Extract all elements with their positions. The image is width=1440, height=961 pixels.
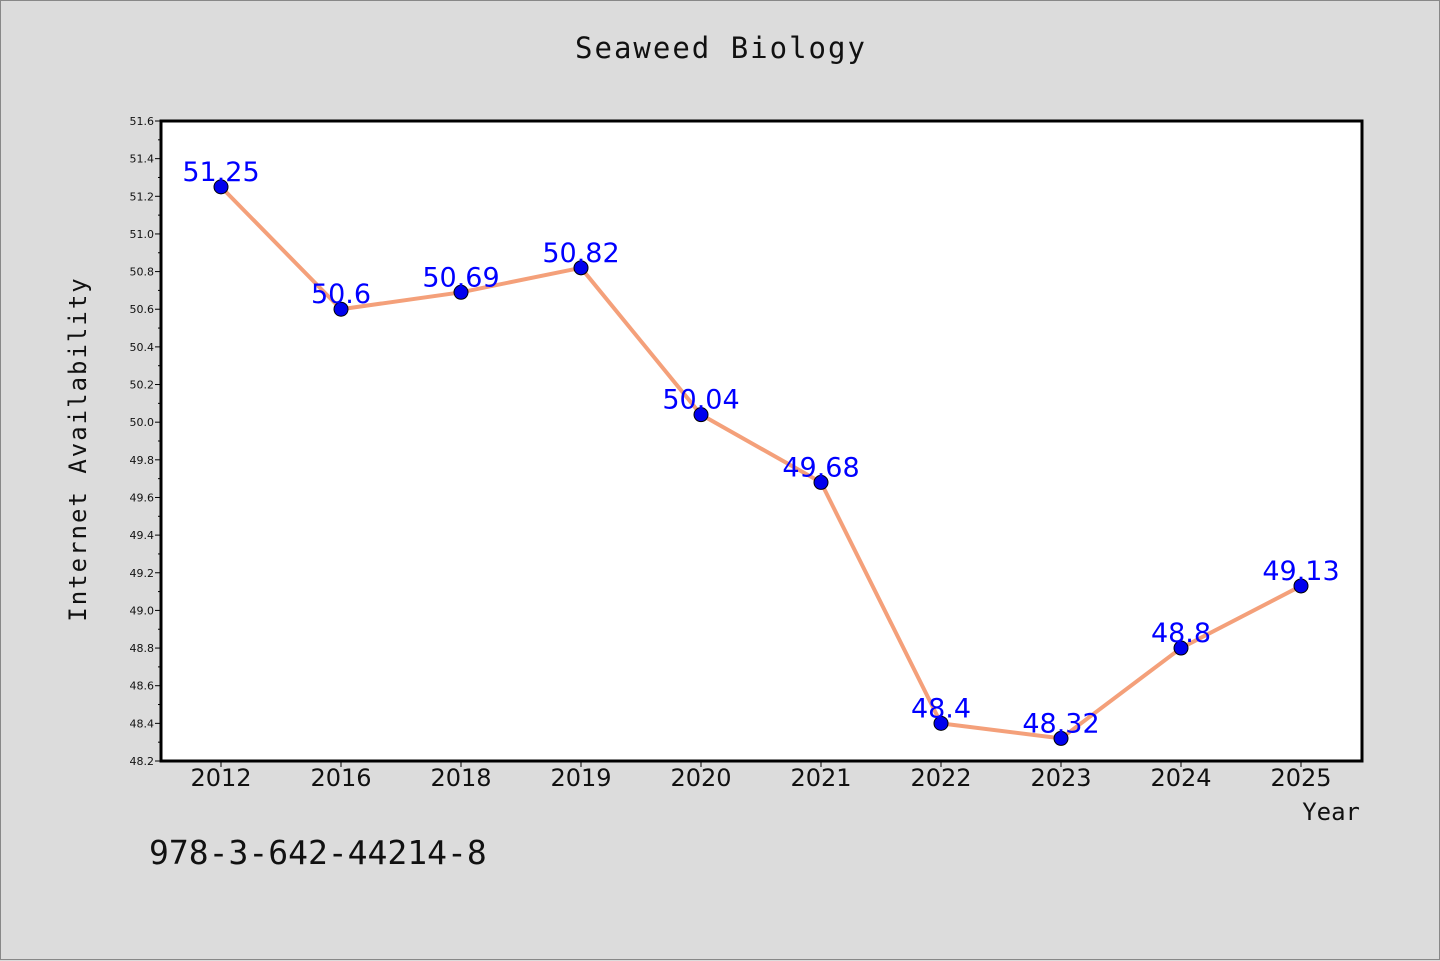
y-tick-label: 50.0 [130,416,155,429]
data-label: 48.8 [1151,618,1211,649]
x-axis: 2012 2016 2018 2019 2020 2021 2022 2023 2024 2025 [190,761,1332,792]
y-tick-label: 48.8 [130,642,155,655]
x-tick-label: 2021 [790,764,851,792]
x-tick-label: 2024 [1150,764,1211,792]
x-tick-label: 2016 [310,764,371,792]
y-tick-label: 50.4 [130,341,155,354]
data-point [213,179,229,195]
data-point [453,284,469,300]
isbn-text: 978-3-642-44214-8 [149,833,487,872]
y-tick-label: 48.4 [130,717,155,730]
data-point [1173,640,1189,656]
x-tick-label: 2012 [190,764,251,792]
x-tick-label: 2023 [1030,764,1091,792]
x-tick-label: 2020 [670,764,731,792]
data-label: 49.68 [782,452,859,483]
chart-title: Seaweed Biology [575,31,867,65]
y-tick-label: 51.6 [130,115,155,128]
y-tick-label: 48.6 [130,680,155,693]
y-tick-label: 48.2 [130,755,155,768]
data-label: 50.82 [542,238,619,269]
data-label: 50.69 [422,262,499,293]
y-tick-label: 49.8 [130,454,155,467]
y-tick-label: 49.6 [130,491,155,504]
y-tick-label: 50.2 [130,379,155,392]
y-tick-label: 50.6 [130,303,155,316]
data-label: 50.04 [662,385,739,416]
y-axis: 48.2 48.4 48.6 48.8 49.0 49.2 49.4 49.6 49.8 50.0… [130,115,161,768]
data-point [933,715,949,731]
plot-area [159,119,1364,763]
data-label: 51.25 [182,157,259,188]
data-point [1293,578,1309,594]
y-tick-label: 51.0 [130,228,155,241]
x-tick-label: 2019 [550,764,611,792]
series-line [219,185,1302,741]
x-tick-label: 2022 [910,764,971,792]
data-labels: 51.25 50.6 50.69 50.82 50.04 49.68 48.4 48.32 48… [182,157,1339,740]
y-axis-label: Internet Availability [64,276,92,621]
y-tick-label: 51.4 [130,153,155,166]
data-label: 48.32 [1022,708,1099,739]
data-point [573,260,589,276]
data-point [813,474,829,490]
data-label: 50.6 [311,279,371,310]
data-point [1053,730,1069,746]
data-point [693,407,709,423]
y-tick-label: 49.4 [130,529,155,542]
x-tick-label: 2025 [1270,764,1331,792]
data-label: 48.4 [911,693,971,724]
x-axis-label: Year [1302,798,1360,826]
y-tick-label: 51.2 [130,190,155,203]
data-point [333,301,349,317]
y-tick-label: 50.8 [130,266,155,279]
series-markers [213,179,1309,746]
x-tick-label: 2018 [430,764,491,792]
y-tick-label: 49.2 [130,567,155,580]
y-tick-label: 49.0 [130,604,155,617]
data-label: 49.13 [1262,556,1339,587]
